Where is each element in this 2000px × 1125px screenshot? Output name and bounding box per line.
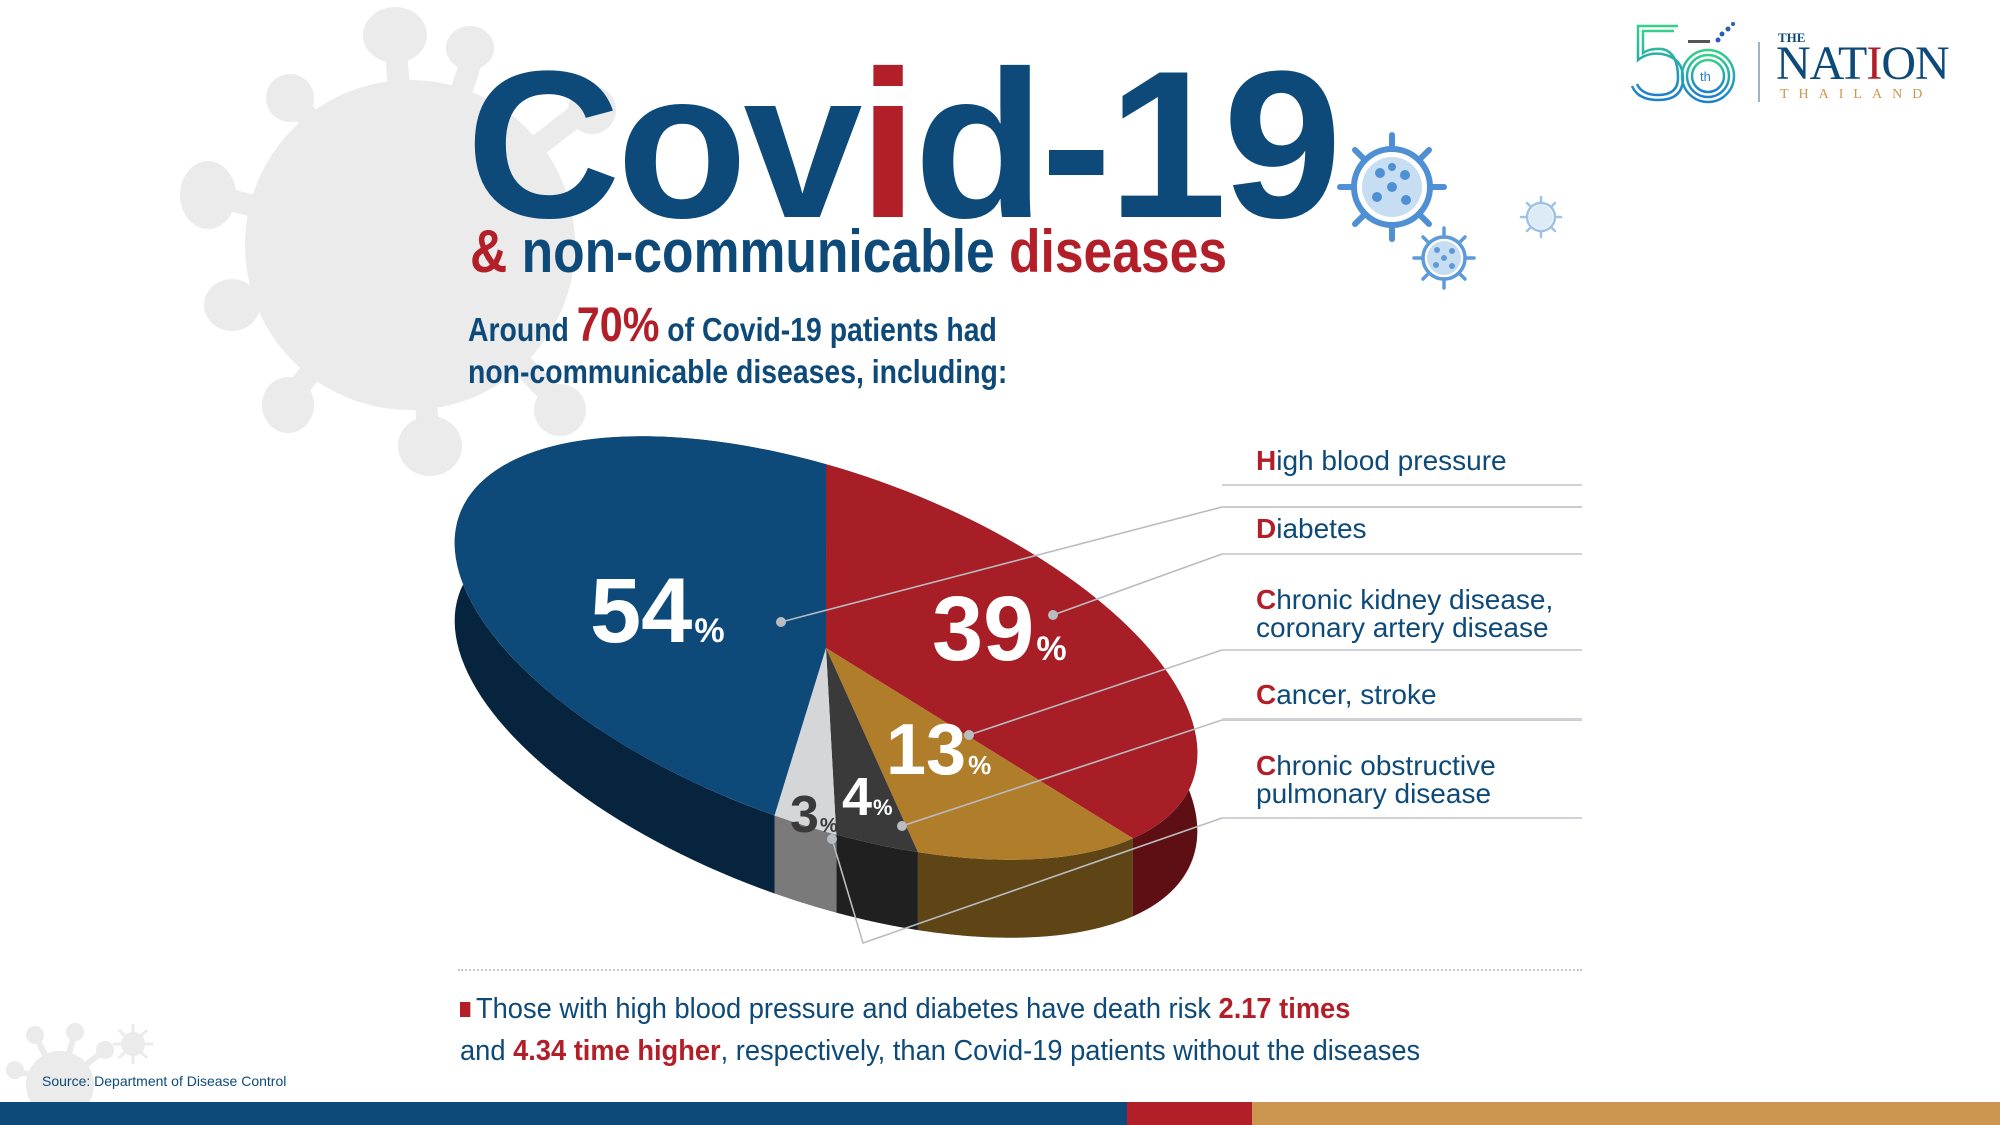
pie-top-face [454,436,1198,860]
footer-bar-blue [0,1102,1127,1125]
pie-side-2 [917,838,1133,938]
legend-divider [1222,484,1582,486]
headline-percentage: 70% [576,299,660,352]
anniversary-50th-icon: th [1630,22,1736,104]
footer-bar-tan [1252,1102,2000,1125]
dotted-divider [458,969,1582,971]
virus-icon-medium [1412,226,1476,290]
page-subtitle: & non-communicable diseases [470,218,1228,285]
virus-icon-large [1337,132,1447,242]
logo-separator [1758,42,1760,102]
footer-bar-red [1127,1102,1252,1125]
legend-divider [1222,649,1582,651]
pie-slice-2 [826,648,1133,860]
slice-label-4: 4% [842,767,893,827]
legend-divider [1222,553,1582,555]
logo-the: THE [1778,30,1806,45]
legend-item-diabetes: Diabetes [1256,513,1367,544]
logo-thailand: THAILAND [1780,87,1933,102]
slice-label-54: 54% [590,560,725,662]
pie-side-3 [836,834,918,931]
pie-slice-4 [774,648,837,835]
legend-item-copd: Chronic obstructive pulmonary disease [1256,750,1496,809]
page-title: Covid-19 [466,27,1342,262]
legend-item-kidney-coronary: Chronic kidney disease, coronary artery d… [1256,584,1554,643]
source-credit: Source: Department of Disease Control [42,1073,287,1089]
leader-line-high-blood-pressure [780,506,1582,623]
large-virus-bg-icon [180,7,616,476]
logo-nation: NATION [1776,37,1950,90]
virus-icon-small [1519,195,1563,239]
intro-text: Around 70% of Covid-19 patients had non-… [468,299,1008,391]
leader-line-cancer-stroke [901,719,1582,827]
slice-label-39: 39% [932,578,1067,680]
legend-item-high-blood-pressure: High blood pressure [1256,445,1507,476]
leader-dots [776,610,1058,844]
pie-side-4 [774,815,837,913]
legend-divider [1222,817,1582,819]
pie-slice-3 [826,648,918,853]
slice-label-3: 3% [790,786,838,844]
legend-item-cancer-stroke: Cancer, stroke [1256,679,1437,710]
legend-divider [1222,718,1582,720]
svg-text:th: th [1700,69,1711,84]
slice-labels: 54% 39% 13% 4% 3% [590,560,1067,844]
pie-slice-0 [454,436,827,816]
slice-label-13: 13% [886,710,991,790]
risk-note: Those with high blood pressure and diabe… [460,993,1421,1067]
pie-slice-1 [826,464,1198,839]
bullet-icon [460,1002,471,1017]
